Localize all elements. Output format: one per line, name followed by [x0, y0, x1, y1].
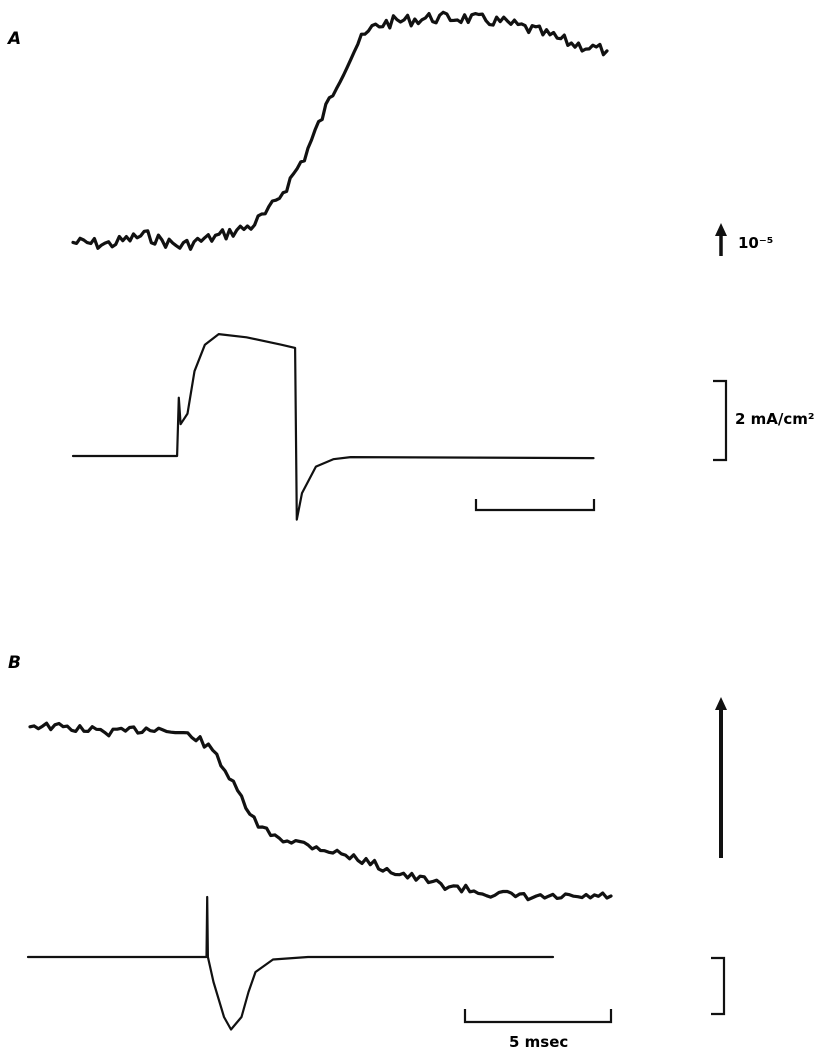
panel-a: A 10⁻⁵ 2 mA/cm²: [6, 10, 814, 521]
current-scale-bar-b: [711, 956, 726, 1016]
current-scale-label: 2 mA/cm²: [735, 410, 814, 428]
panel-a-optical-trace: [71, 10, 609, 251]
panel-b-optical-trace: [28, 721, 613, 902]
current-scale-bar: [713, 379, 728, 462]
time-scale-label: 5 msec: [509, 1033, 568, 1051]
panel-b: B 5 msec: [8, 653, 727, 1051]
panel-b-current-trace: [26, 895, 555, 1031]
optical-scale-arrow-b: [715, 697, 727, 858]
panel-a-label: A: [6, 29, 21, 49]
time-scale-bar-a: [474, 499, 596, 512]
time-scale-bar-b: [463, 1009, 613, 1024]
panel-a-current-trace: [71, 333, 595, 521]
optical-scale-arrow: [715, 223, 727, 256]
panel-b-label: B: [8, 653, 21, 673]
optical-scale-label: 10⁻⁵: [738, 234, 773, 252]
